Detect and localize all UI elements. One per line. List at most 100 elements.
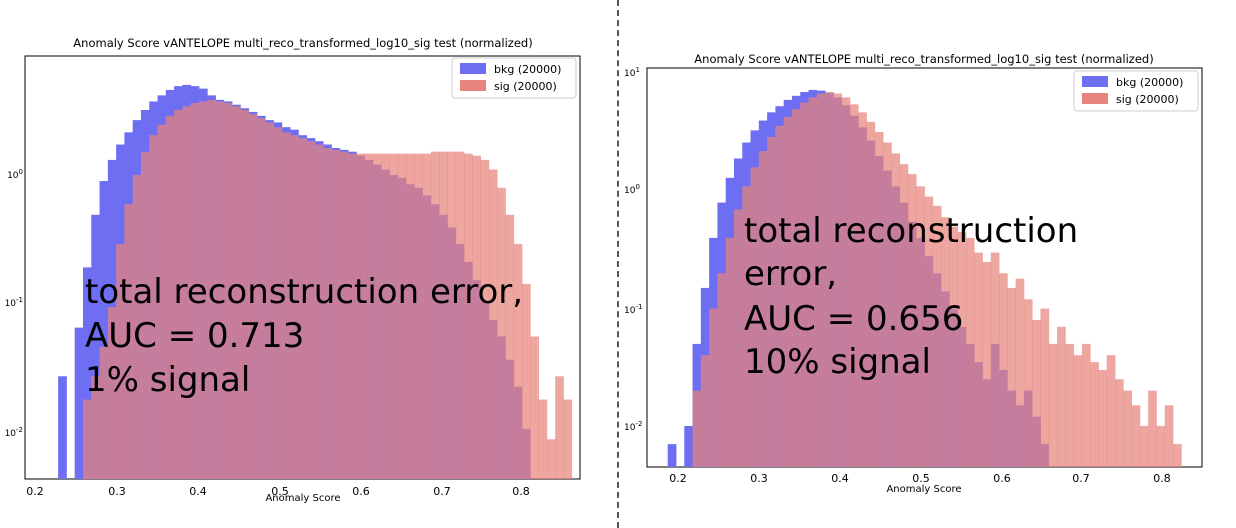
sig-histogram-bar xyxy=(949,226,959,467)
sig-histogram-bar xyxy=(174,110,183,480)
annotation-line: total reconstruction error, xyxy=(85,272,523,312)
legend-swatch-sig xyxy=(460,80,486,91)
sig-histogram-bar xyxy=(389,153,399,479)
y-tick-labels: 100 10-1 10-2 xyxy=(5,168,23,439)
sig-histogram-bar xyxy=(497,187,506,479)
sig-histogram-bar xyxy=(223,103,233,480)
x-tick-label: 0.5 xyxy=(271,485,289,498)
sig-histogram-bar xyxy=(1081,343,1091,467)
x-tick-label: 0.4 xyxy=(189,485,207,498)
sig-histogram-bar xyxy=(149,135,158,479)
sig-histogram-bar xyxy=(513,244,523,479)
sig-histogram-bar xyxy=(182,106,192,480)
sig-histogram-bar xyxy=(800,102,809,468)
sig-histogram-bar xyxy=(783,116,793,467)
sig-histogram-bar xyxy=(281,132,291,479)
sig-histogram-bar xyxy=(1065,343,1074,467)
right-histogram: Anomaly Score vANTELOPE multi_reco_trans… xyxy=(624,52,1203,495)
sig-histogram-bar xyxy=(165,115,175,480)
sig-histogram-bar xyxy=(116,244,125,479)
sig-histogram-bar xyxy=(555,376,564,479)
right-chart-panel: Anomaly Score vANTELOPE multi_reco_trans… xyxy=(622,0,1236,528)
x-tick-label: 0.3 xyxy=(108,485,126,498)
legend-label-bkg: bkg (20000) xyxy=(494,63,561,76)
sig-histogram-bar xyxy=(924,196,934,467)
sig-histogram-bar xyxy=(364,153,374,479)
sig-histogram-bar xyxy=(775,125,785,467)
legend-swatch-sig xyxy=(1082,93,1108,104)
sig-histogram-bar xyxy=(306,141,316,479)
sig-histogram-bar xyxy=(339,151,349,479)
legend-label-sig: sig (20000) xyxy=(1116,93,1179,106)
sig-histogram-bar xyxy=(833,93,843,468)
sig-histogram-bar xyxy=(82,399,92,479)
x-tick-label: 0.2 xyxy=(26,485,44,498)
sig-histogram-bar xyxy=(1148,390,1157,467)
sig-histogram-bar xyxy=(430,151,440,479)
sig-histogram-bar xyxy=(883,142,892,467)
sig-histogram-bar xyxy=(874,131,884,467)
sig-histogram-bar xyxy=(198,101,208,480)
sig-histogram-bar xyxy=(232,106,241,480)
sig-histogram-bar xyxy=(1123,390,1132,467)
sig-histogram-bar xyxy=(974,252,983,467)
sig-histogram-bar xyxy=(248,113,258,479)
x-tick-labels: 0.2 0.3 0.4 0.5 0.6 0.7 0.8 xyxy=(669,472,1171,485)
sig-histogram-bar xyxy=(157,124,167,480)
legend-swatch-bkg xyxy=(460,63,486,74)
x-tick-label: 0.8 xyxy=(1153,472,1171,485)
sig-histogram-bar xyxy=(240,110,250,480)
sig-histogram-bar xyxy=(265,122,274,480)
sig-histogram-bar xyxy=(99,346,109,479)
bkg-histogram-bar xyxy=(91,214,100,479)
x-tick-label: 0.2 xyxy=(669,472,687,485)
chart-title: Anomaly Score vANTELOPE multi_reco_trans… xyxy=(694,52,1153,66)
sig-histogram-bar xyxy=(725,237,735,467)
legend: bkg (20000) sig (20000) xyxy=(1073,70,1199,112)
sig-histogram-bar xyxy=(717,273,727,467)
sig-histogram-bar xyxy=(808,97,818,468)
sig-histogram-bar xyxy=(538,399,548,479)
sig-histogram-bar xyxy=(530,336,539,479)
sig-histogram-bar xyxy=(1106,355,1116,467)
sig-histogram-bar xyxy=(999,273,1008,467)
sig-histogram-bar xyxy=(522,283,531,479)
sig-histogram-bar xyxy=(1115,379,1124,467)
sig-histogram-bar xyxy=(488,169,498,479)
left-chart-panel: Anomaly Score vANTELOPE multi_reco_trans… xyxy=(0,0,600,528)
sig-histogram-bar xyxy=(480,159,490,479)
sig-histogram-bar xyxy=(916,186,925,468)
annotation-line: 10% signal xyxy=(744,342,931,382)
y-tick-labels: 101 100 10-1 10-2 xyxy=(624,66,642,433)
sig-histogram-bar xyxy=(290,135,299,479)
sig-histogram-bar xyxy=(1156,425,1166,467)
sig-histogram-bar xyxy=(965,237,975,467)
y-tick-label: 10-2 xyxy=(5,426,23,439)
sig-histogram-bar xyxy=(91,376,100,479)
sig-histogram-bar xyxy=(791,109,801,467)
sig-histogram-bar xyxy=(107,307,117,479)
annotation-line: AUC = 0.656 xyxy=(744,299,963,339)
y-tick-label: 101 xyxy=(624,66,640,79)
sig-histogram-bar xyxy=(733,209,743,467)
sig-histogram-bar xyxy=(563,399,573,479)
sig-histogram-bar xyxy=(464,153,473,479)
x-tick-labels: 0.2 0.3 0.4 0.5 0.6 0.7 0.8 xyxy=(26,485,530,498)
sig-histogram-bar xyxy=(1040,308,1050,467)
sig-histogram-bar xyxy=(505,214,515,479)
sig-histogram-bar xyxy=(692,390,702,467)
sig-histogram-bar xyxy=(891,153,901,467)
x-tick-label: 0.6 xyxy=(993,472,1011,485)
bkg-histogram-bar xyxy=(667,444,677,467)
annotation-line: error, xyxy=(744,254,837,294)
sig-histogram-bar xyxy=(1015,278,1025,467)
bkg-histogram-bar xyxy=(684,425,693,467)
sig-histogram-bar xyxy=(140,151,150,479)
sig-histogram-bar xyxy=(767,136,776,467)
x-tick-label: 0.8 xyxy=(512,485,530,498)
sig-histogram-bar xyxy=(709,308,718,467)
y-tick-label: 100 xyxy=(624,183,640,196)
sig-histogram-bar xyxy=(957,231,967,467)
x-tick-label: 0.4 xyxy=(831,472,849,485)
sig-histogram-bar xyxy=(447,151,457,479)
